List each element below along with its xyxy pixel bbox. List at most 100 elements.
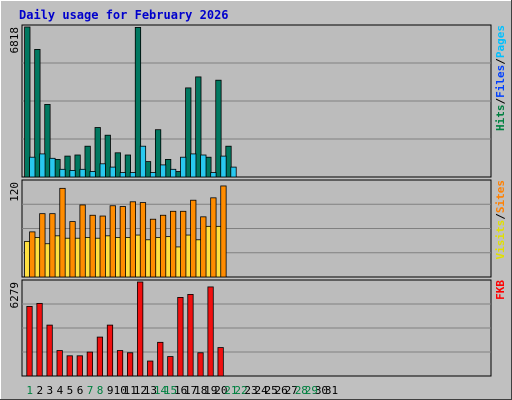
bar [94, 127, 101, 178]
bar [127, 352, 134, 377]
legend-entry: Pages [494, 25, 507, 58]
bar [139, 202, 147, 278]
bar [116, 350, 124, 377]
bar [129, 172, 136, 178]
bar [94, 237, 101, 278]
day-tick-label: 1 [26, 384, 33, 397]
bar [96, 336, 104, 377]
day-tick-label: 30 [315, 384, 328, 397]
bar [24, 240, 31, 278]
bar [114, 152, 121, 178]
bar [190, 153, 197, 178]
day-tick-label: 23 [244, 384, 257, 397]
legend-entry: Sites [494, 180, 507, 213]
bar [64, 155, 71, 178]
chart-title: Daily usage for February 2026 [19, 8, 229, 22]
legend-entry: / [494, 98, 507, 105]
bar [114, 237, 121, 278]
bar [210, 172, 217, 178]
bar [26, 305, 33, 377]
bar [149, 172, 157, 178]
day-tick-label: 15 [164, 384, 177, 397]
bar [220, 185, 227, 278]
bar [147, 360, 154, 377]
panel-1: 6818 Hits/Files/Pages [8, 24, 507, 178]
legend-entry: F [494, 293, 507, 300]
bar [154, 129, 162, 178]
bar [187, 294, 194, 377]
day-tick-label: 17 [184, 384, 197, 397]
day-tick-label: 25 [265, 384, 278, 397]
day-tick-label: 27 [285, 384, 298, 397]
y-max-label: 6818 [8, 27, 21, 54]
bar [39, 213, 46, 278]
bar [200, 216, 207, 278]
bar [215, 79, 222, 178]
y-max-label: 120 [8, 182, 21, 202]
bar [104, 134, 111, 178]
bar [185, 234, 192, 278]
bar [84, 237, 91, 278]
bar [44, 104, 51, 178]
day-tick-label: 8 [97, 384, 104, 397]
bar [134, 26, 142, 178]
bar [54, 235, 61, 278]
bar [139, 145, 147, 178]
day-tick-label: 6 [77, 384, 84, 397]
bar [200, 154, 207, 178]
bar [137, 281, 144, 377]
bar [99, 163, 106, 178]
legend-entry: / [494, 58, 507, 65]
series-legend: Hits/Files/Pages [494, 25, 507, 131]
bar [24, 26, 31, 178]
series-legend: Visits/Sites [494, 180, 507, 260]
bar [220, 155, 227, 178]
legend-entry: Visits [494, 220, 507, 260]
bar [54, 158, 61, 178]
bar [167, 356, 174, 377]
bar [79, 204, 86, 278]
panel-3: 6279 FKB [8, 279, 507, 377]
day-tick-label: 21 [224, 384, 237, 397]
day-tick-label: 19 [204, 384, 217, 397]
bar [49, 157, 56, 178]
day-tick-label: 13 [144, 384, 157, 397]
bar [207, 286, 214, 377]
bar [230, 166, 237, 178]
bar [76, 355, 83, 377]
bar [79, 168, 86, 178]
bar [175, 171, 182, 178]
bar [69, 169, 76, 178]
day-tick-label: 3 [47, 384, 54, 397]
day-tick-label: 31 [325, 384, 338, 397]
bar [74, 154, 81, 178]
bar [109, 205, 116, 278]
y-max-label: 6279 [8, 282, 21, 309]
day-tick-label: 2 [36, 384, 43, 397]
legend-entry: Hits [494, 105, 507, 132]
bar [56, 350, 63, 377]
bar [86, 351, 93, 377]
bar [170, 210, 177, 278]
day-tick-label: 16 [174, 384, 187, 397]
day-tick-label: 18 [194, 384, 207, 397]
series-legend: FKB [494, 280, 507, 300]
bar [185, 87, 192, 178]
bar [210, 197, 217, 278]
bar [59, 168, 66, 178]
day-tick-label: 14 [154, 384, 168, 397]
bar [154, 237, 162, 278]
bar [215, 225, 222, 278]
day-tick-label: 24 [254, 384, 268, 397]
bar [134, 234, 142, 278]
day-tick-label: 7 [87, 384, 94, 397]
day-tick-label: 12 [134, 384, 147, 397]
bar [29, 156, 36, 178]
bar [69, 221, 76, 278]
bar [180, 210, 187, 278]
bar [106, 324, 114, 377]
bar [36, 302, 43, 377]
bar [195, 239, 202, 278]
bar [175, 246, 182, 278]
